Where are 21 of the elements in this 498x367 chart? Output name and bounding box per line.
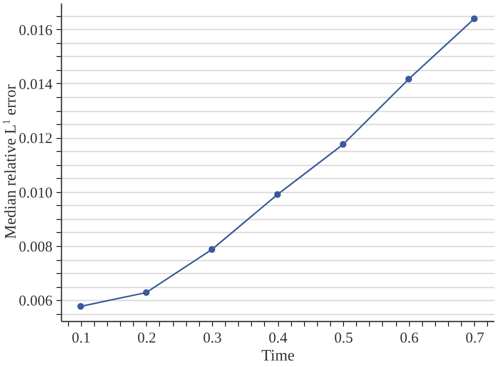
point [340,141,346,148]
point [208,246,216,253]
x-tick-label: 0.4 [268,330,288,346]
y-tick-label: 0.010 [18,185,52,202]
point [405,76,412,82]
x-tick-label: 0.2 [137,330,156,346]
y-tick-label: 0.014 [18,76,53,93]
x-tick-label: 0.7 [465,330,485,346]
point [274,191,281,198]
x-tick-label: 0.3 [203,330,222,346]
y-tick-label: 0.016 [18,22,53,39]
x-axis-title: Time [261,348,295,364]
point [142,289,150,296]
point [77,303,84,310]
y-tick-label: 0.008 [18,239,52,256]
y-tick-label: 0.012 [18,131,52,148]
x-tick-label: 0.5 [334,330,353,346]
x-tick-label: 0.6 [400,330,420,346]
point [470,15,478,22]
x-tick-label: 0.1 [72,330,91,346]
y-tick-label: 0.006 [18,294,53,310]
